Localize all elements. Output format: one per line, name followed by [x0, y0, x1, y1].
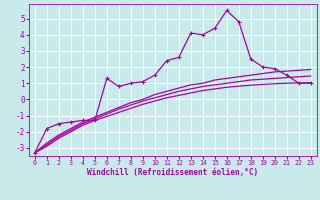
- X-axis label: Windchill (Refroidissement éolien,°C): Windchill (Refroidissement éolien,°C): [87, 168, 258, 177]
